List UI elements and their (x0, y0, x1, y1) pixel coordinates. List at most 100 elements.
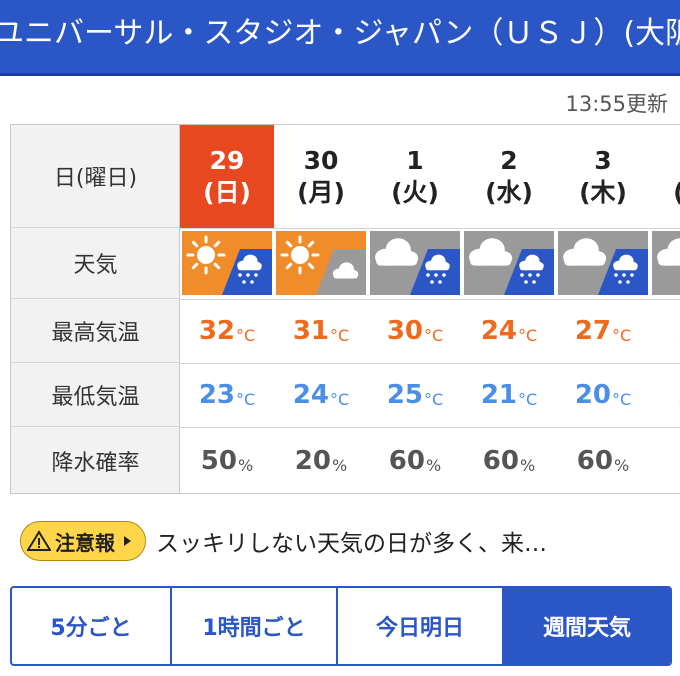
date-number: 29 (209, 145, 245, 175)
rain-chance-value-number: 20 (294, 446, 331, 476)
date-number: 1 (406, 145, 424, 175)
rain-drops-icon (238, 273, 258, 284)
date-cell: 2 (水) (462, 125, 556, 228)
weather-icon (464, 231, 554, 295)
row-divider (180, 299, 680, 300)
high-temp-value-number: 2 (678, 316, 680, 346)
updated-time: 13:55更新 (565, 92, 668, 116)
rain-chance-value: 60% (462, 427, 556, 493)
row-label-column: 日(曜日) 天気 最高気温 最低気温 降水確率 (11, 125, 180, 493)
rain-drops-icon (614, 273, 634, 284)
weather-icon (276, 231, 366, 295)
weather-icon-cell (558, 231, 648, 295)
high-temp-value-number: 31 (292, 316, 329, 346)
high-temp-value-unit: °C (330, 325, 350, 345)
cloud-icon (519, 254, 544, 271)
low-temp-value-number: 20 (574, 380, 611, 410)
rain-chance-value-number: 60 (388, 446, 425, 476)
rain-drops-icon (426, 273, 446, 284)
date-number: 30 (303, 145, 339, 175)
high-temp-value: 30 °C (368, 299, 462, 363)
high-temp-value: 32 °C (180, 299, 274, 363)
tab-weekly[interactable]: 週間天気 (504, 588, 670, 664)
weather-icon-cell (652, 231, 680, 295)
location-title: ユニバーサル・スタジオ・ジャパン（ＵＳＪ）(大阪市 (0, 16, 680, 51)
low-temp-value-number: 24 (292, 380, 329, 410)
cloud-icon (613, 254, 638, 271)
day-of-week: (日) (203, 177, 251, 207)
weather-icon-cell (182, 231, 272, 295)
date-number: 2 (500, 145, 518, 175)
low-temp-value-number: 21 (480, 380, 517, 410)
cloud-icon (425, 254, 450, 271)
day-of-week: (月) (297, 177, 345, 207)
rain-chance-value: 50% (180, 427, 274, 493)
date-cell: 1 (火) (368, 125, 462, 228)
weather-row-label: 天気 (11, 228, 180, 299)
day-column: 30 (月) 31 °C 24 °C 20% (274, 125, 368, 493)
weather-icon (182, 231, 272, 295)
day-column: 4(金)2°C2°C4% (650, 125, 680, 493)
cloud-icon (657, 238, 680, 266)
row-divider (180, 427, 680, 428)
cloud-icon (469, 238, 513, 266)
weather-icon-cell (276, 231, 366, 295)
rain-chance-value: 4% (650, 427, 680, 493)
day-of-week: (火) (391, 177, 439, 207)
low-temp-value: 23 °C (180, 363, 274, 427)
day-column: 29 (日) 32 °C 23 °C 50% (180, 125, 274, 493)
advisory-text[interactable]: スッキリしない天気の日が多く、来… (156, 531, 547, 557)
advisory-notice[interactable]: 注意報 スッキリしない天気の日が多く、来… (20, 520, 680, 562)
high-temp-value: 31 °C (274, 299, 368, 363)
rain-drops-icon (520, 273, 540, 284)
date-cell: 3 (木) (556, 125, 650, 228)
high-temp-value-number: 24 (480, 316, 517, 346)
low-temp-value: 24 °C (274, 363, 368, 427)
day-of-week: (水) (485, 177, 533, 207)
rain-chance-value-unit: % (425, 455, 442, 475)
rain-chance-value-unit: % (237, 455, 254, 475)
forecast-tabs: 5分ごと 1時間ごと 今日明日 週間天気 (10, 586, 672, 666)
high-temp-value-unit: °C (518, 325, 538, 345)
rain-chance-value: 60% (556, 427, 650, 493)
low-temp-value-unit: °C (424, 389, 444, 409)
chevron-right-icon (124, 536, 131, 546)
day-of-week: (金) (673, 177, 680, 209)
date-cell: 29 (日) (180, 125, 274, 228)
sun-icon (280, 235, 320, 275)
rain-chance-value-unit: % (519, 455, 536, 475)
date-cell: 4(金) (650, 125, 680, 228)
date-number: 3 (594, 145, 612, 175)
weather-icon-cell (464, 231, 554, 295)
low-temp-value-unit: °C (236, 389, 256, 409)
cloud-icon (237, 254, 262, 271)
day-column: 2 (水) 24 °C 21 °C 60% (462, 125, 556, 493)
cloud-icon (332, 262, 359, 279)
high-temp-value-number: 27 (574, 316, 611, 346)
weather-icon (370, 231, 460, 295)
high-temp-row-label: 最高気温 (11, 299, 180, 363)
low-temp-value-number: 23 (198, 380, 235, 410)
high-temp-value-unit: °C (236, 325, 256, 345)
header-bar: ユニバーサル・スタジオ・ジャパン（ＵＳＪ）(大阪市 (0, 0, 680, 76)
low-temp-value: 21 °C (462, 363, 556, 427)
day-column: 1 (火) 30 °C 25 °C 60% (368, 125, 462, 493)
rain-chance-value-unit: % (613, 455, 630, 475)
high-temp-value: 27 °C (556, 299, 650, 363)
rain-chance-value: 60% (368, 427, 462, 493)
tab-5min[interactable]: 5分ごと (12, 588, 172, 664)
tab-today-tomorrow[interactable]: 今日明日 (338, 588, 504, 664)
weather-icon (558, 231, 648, 295)
low-temp-value-number: 25 (386, 380, 423, 410)
row-divider (180, 363, 680, 364)
advisory-badge[interactable]: 注意報 (20, 521, 146, 561)
warning-triangle-icon (27, 530, 51, 551)
weekly-forecast-table: 日(曜日) 天気 最高気温 最低気温 降水確率 29 (日) 32 °C 23 °C 50%… (10, 124, 680, 494)
low-temp-value-unit: °C (518, 389, 538, 409)
advisory-badge-label: 注意報 (55, 530, 115, 555)
low-temp-value-unit: °C (612, 389, 632, 409)
tab-hourly[interactable]: 1時間ごと (172, 588, 338, 664)
cloud-icon (563, 238, 607, 266)
rain-chance-row-label: 降水確率 (51, 451, 140, 476)
